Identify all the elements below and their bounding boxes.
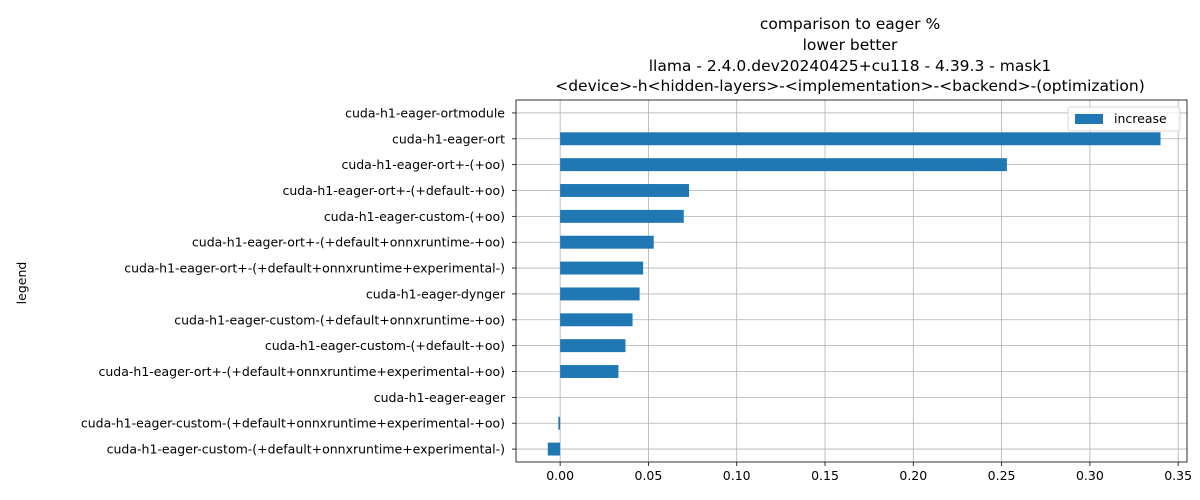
title-line-2: lower better bbox=[803, 36, 898, 54]
bar bbox=[560, 184, 690, 197]
y-tick-label: cuda-h1-eager-ort+-(+default+onnxruntime… bbox=[192, 235, 505, 250]
bar bbox=[558, 416, 561, 430]
x-tick-label: 0.25 bbox=[988, 468, 1016, 483]
y-tick-label: cuda-h1-eager-custom-(+default+onnxrunti… bbox=[174, 312, 505, 327]
y-tick-label: cuda-h1-eager-custom-(+default+onnxrunti… bbox=[81, 416, 505, 431]
y-axis: cuda-h1-eager-ortmodule cuda-h1-eager-ort… bbox=[81, 105, 516, 457]
bar bbox=[560, 132, 1161, 146]
x-tick-label: 0.10 bbox=[723, 468, 751, 483]
legend-swatch bbox=[1075, 114, 1103, 124]
axes-frame bbox=[515, 99, 1188, 463]
bar bbox=[560, 261, 644, 275]
x-axis: 0.00 0.05 0.10 0.15 0.20 0.25 0.30 0.35 bbox=[546, 462, 1192, 483]
x-tick-label: 0.35 bbox=[1164, 468, 1192, 483]
legend: increase bbox=[1067, 106, 1181, 132]
y-tick-label: cuda-h1-eager-ort+-(+default+onnxruntime… bbox=[124, 261, 505, 276]
legend-entry-increase: increase bbox=[1114, 111, 1167, 126]
bar bbox=[560, 365, 619, 378]
x-tick-label: 0.00 bbox=[546, 468, 574, 483]
y-tick-label: cuda-h1-eager-ort+-(+default+onnxruntime… bbox=[99, 364, 506, 379]
y-tick-label: cuda-h1-eager-ort bbox=[392, 131, 505, 146]
y-tick-label: cuda-h1-eager-custom-(+default-+oo) bbox=[265, 338, 505, 353]
y-axis-label: legend bbox=[14, 262, 29, 305]
bar bbox=[560, 209, 684, 223]
y-tick-label: cuda-h1-eager-custom-(+oo) bbox=[324, 209, 505, 224]
y-tick-label: cuda-h1-eager-ortmodule bbox=[345, 105, 505, 120]
bar bbox=[560, 287, 640, 301]
grid bbox=[516, 100, 1187, 462]
y-tick-label: cuda-h1-eager-eager bbox=[374, 390, 506, 405]
title-line-4: <device>-h<hidden-layers>-<implementatio… bbox=[555, 77, 1145, 95]
chart-title: comparison to eager % lower better llama… bbox=[555, 15, 1145, 95]
y-tick-label: cuda-h1-eager-ort+-(+oo) bbox=[341, 157, 505, 172]
title-line-3: llama - 2.4.0.dev20240425+cu118 - 4.39.3… bbox=[649, 57, 1052, 75]
bars bbox=[547, 132, 1161, 456]
bar bbox=[560, 339, 626, 353]
x-tick-label: 0.20 bbox=[899, 468, 927, 483]
plot-area-border bbox=[515, 99, 1188, 463]
y-tick-label: cuda-h1-eager-ort+-(+default-+oo) bbox=[282, 183, 505, 198]
bar bbox=[547, 442, 561, 456]
x-tick-label: 0.05 bbox=[635, 468, 663, 483]
y-tick-label: cuda-h1-eager-custom-(+default+onnxrunti… bbox=[107, 442, 505, 457]
x-tick-label: 0.15 bbox=[811, 468, 839, 483]
legend-frame bbox=[1067, 106, 1181, 132]
bar bbox=[560, 313, 633, 327]
x-tick-label: 0.30 bbox=[1076, 468, 1104, 483]
y-tick-label: cuda-h1-eager-dynger bbox=[366, 286, 506, 301]
bar bbox=[560, 158, 1007, 172]
title-line-1: comparison to eager % bbox=[760, 15, 940, 33]
bar bbox=[560, 235, 654, 249]
